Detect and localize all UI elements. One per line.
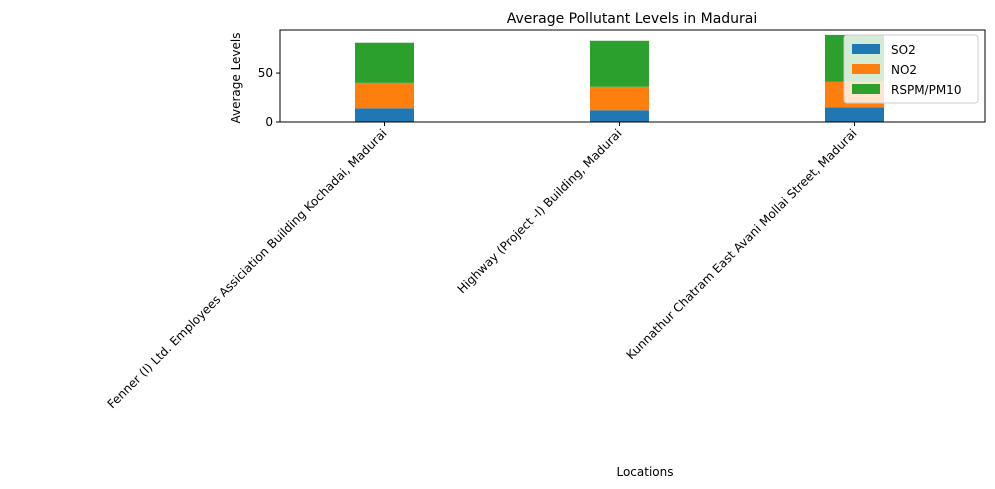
legend-label: RSPM/PM10 <box>891 83 961 97</box>
y-tick-label: 50 <box>258 66 273 80</box>
bar-no2-0 <box>355 82 414 109</box>
legend-label: NO2 <box>891 63 917 77</box>
x-axis-label: Locations <box>616 465 673 479</box>
plot-frame <box>279 29 986 123</box>
bar-so2-2 <box>825 107 884 122</box>
bar-so2-1 <box>590 110 649 122</box>
bar-rspm-pm10-1 <box>590 40 649 87</box>
x-tick-label: Fenner (I) Ltd. Employees Assiciation Bu… <box>105 126 390 411</box>
chart-title: Average Pollutant Levels in Madurai <box>507 11 758 27</box>
legend-swatch <box>852 44 880 54</box>
bar-no2-1 <box>590 86 649 111</box>
y-tick-label: 0 <box>265 115 273 129</box>
x-tick-label: Highway (Project -I) Building, Madurai <box>455 126 625 296</box>
y-axis-label: Average Levels <box>229 32 243 123</box>
legend: SO2 NO2 RSPM/PM10 <box>843 34 979 104</box>
bar-so2-0 <box>355 108 414 122</box>
bars-group <box>355 34 884 122</box>
bar-rspm-pm10-0 <box>355 42 414 83</box>
legend-label: SO2 <box>891 43 916 57</box>
legend-swatch <box>852 64 880 74</box>
legend-swatch <box>852 84 880 94</box>
x-tick-label: Kunnathur Chatram East Avani Mollai Stre… <box>624 126 860 362</box>
